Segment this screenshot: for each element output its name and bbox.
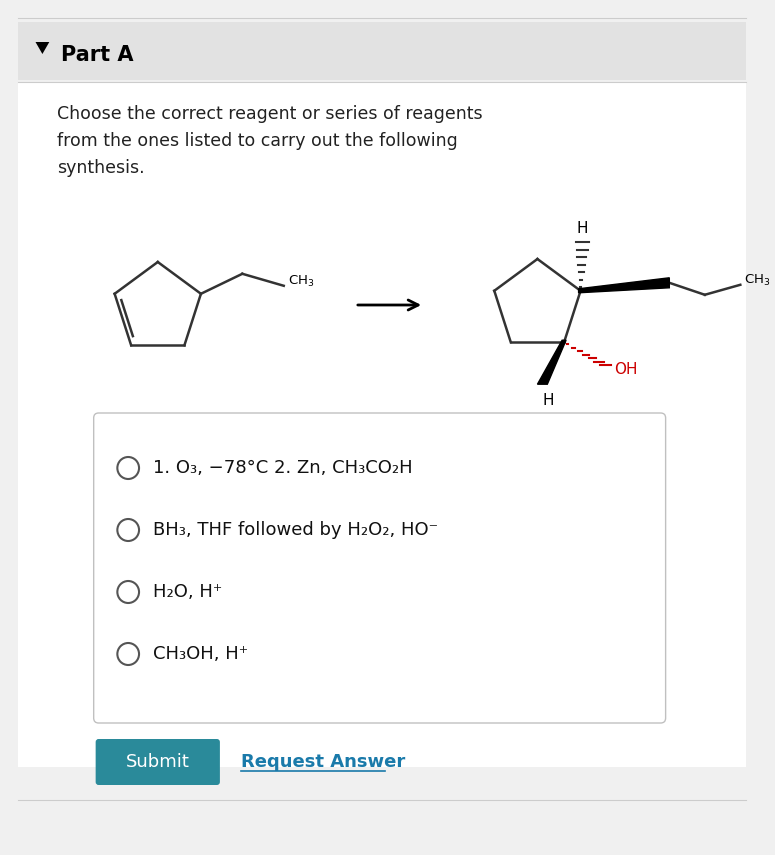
Polygon shape <box>579 278 670 292</box>
Polygon shape <box>538 340 566 384</box>
Text: OH: OH <box>615 362 638 377</box>
Text: Request Answer: Request Answer <box>240 753 405 771</box>
Text: Submit: Submit <box>126 753 190 771</box>
Text: H₂O, H⁺: H₂O, H⁺ <box>153 583 222 601</box>
Text: H: H <box>577 221 588 236</box>
Text: BH₃, THF followed by H₂O₂, HO⁻: BH₃, THF followed by H₂O₂, HO⁻ <box>153 521 438 539</box>
Text: H: H <box>542 392 554 408</box>
Text: CH$_3$: CH$_3$ <box>744 274 770 288</box>
Polygon shape <box>36 42 50 54</box>
Text: CH₃OH, H⁺: CH₃OH, H⁺ <box>153 645 248 663</box>
FancyBboxPatch shape <box>94 413 666 723</box>
FancyBboxPatch shape <box>18 22 746 80</box>
Text: Part A: Part A <box>61 45 133 65</box>
FancyBboxPatch shape <box>18 82 746 767</box>
Text: CH$_3$: CH$_3$ <box>288 274 314 289</box>
Text: Choose the correct reagent or series of reagents
from the ones listed to carry o: Choose the correct reagent or series of … <box>57 105 483 177</box>
FancyBboxPatch shape <box>95 739 220 785</box>
Text: 1. O₃, −78°C 2. Zn, CH₃CO₂H: 1. O₃, −78°C 2. Zn, CH₃CO₂H <box>153 459 412 477</box>
